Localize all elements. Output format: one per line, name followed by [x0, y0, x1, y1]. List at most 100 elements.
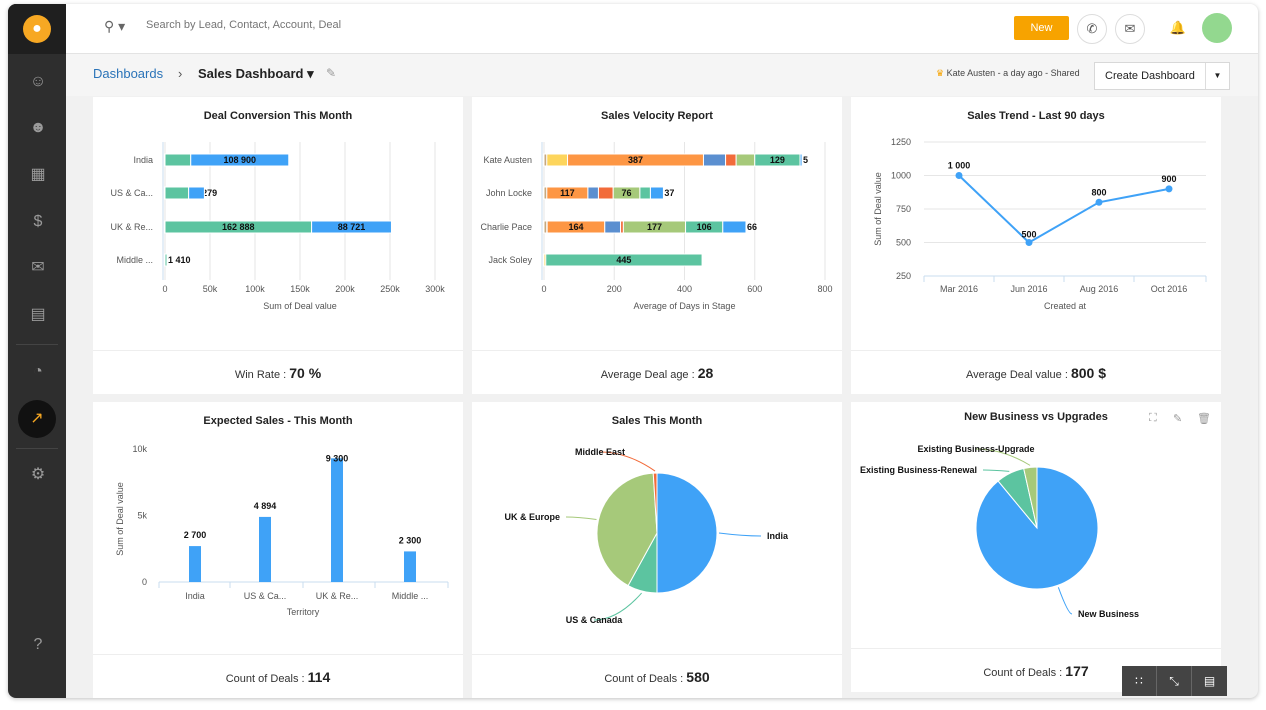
pie-slice — [652, 472, 658, 534]
y-tick-label: US & Ca... — [110, 188, 153, 198]
x-tick-label: US & Ca... — [244, 591, 287, 601]
bar-segment — [546, 153, 569, 167]
slice-label: India — [767, 531, 789, 541]
data-label: 9 300 — [326, 453, 349, 463]
bell-icon[interactable]: 🔔 — [1169, 20, 1187, 35]
mail-icon[interactable]: ✉ — [1115, 14, 1145, 44]
sidebar-divider — [16, 448, 58, 449]
data-label: 445 — [616, 255, 631, 265]
sidebar-calendar-icon[interactable]: ▤ — [30, 306, 46, 323]
x-tick-label: India — [185, 591, 205, 601]
bar-segment — [735, 153, 756, 167]
sidebar-companies-icon[interactable]: ▦ — [30, 166, 46, 183]
grid-icon[interactable]: ∷ — [1122, 666, 1157, 696]
zoom-icon[interactable]: ⛶ — [1149, 412, 1157, 424]
search-input[interactable] — [146, 19, 546, 31]
shared-info: ♛ Kate Austen - a day ago - Shared — [936, 68, 1080, 79]
card-footer: Average Deal value : 800 $ — [851, 350, 1221, 394]
leader-line — [1057, 587, 1073, 615]
card-footer: Win Rate : 70 % — [93, 350, 463, 394]
sidebar-settings-icon[interactable]: ⚙ — [30, 466, 46, 483]
data-point — [1095, 198, 1103, 206]
sidebar-contacts-icon[interactable]: ☺ — [29, 73, 47, 90]
x-axis-title: Territory — [287, 607, 320, 617]
card-footer: Average Deal age : 28 — [472, 350, 842, 394]
dashboard-card: Sales This Month Count of Deals : 580 Ind… — [472, 402, 842, 698]
breadcrumb-dashboards-link[interactable]: Dashboards — [93, 66, 164, 81]
chevron-right-icon: › — [178, 66, 183, 81]
bar-segment — [725, 153, 737, 167]
footer-label: Average Deal value : — [965, 369, 1071, 381]
x-tick-label: Oct 2016 — [1151, 284, 1188, 294]
card-title: Expected Sales - This Month — [203, 415, 353, 427]
data-point — [1025, 239, 1033, 246]
data-label: 2 700 — [184, 530, 207, 540]
present-icon[interactable]: ▤ — [1192, 666, 1227, 696]
footer-label: Count of Deals : — [983, 667, 1066, 679]
expand-icon[interactable]: ⤡ — [1157, 666, 1192, 696]
search-icon[interactable]: ⚲ ▾ — [104, 18, 126, 34]
pie-slice — [596, 472, 658, 587]
x-tick-label: 600 — [747, 284, 762, 294]
y-tick-label: 0 — [142, 577, 147, 587]
bar — [331, 458, 343, 582]
new-button[interactable]: New — [1014, 16, 1069, 40]
footer-value: 114 — [307, 669, 331, 685]
sidebar-messages-icon[interactable]: ✉ — [31, 259, 45, 276]
slice-label: UK & Europe — [504, 512, 560, 522]
bar — [259, 516, 271, 582]
slice-label: US & Canada — [566, 615, 624, 625]
trash-icon[interactable]: 🗑 — [1197, 413, 1211, 425]
y-axis-title: Sum of Deal value — [873, 172, 883, 246]
sidebar-accounts-icon[interactable]: ☻ — [29, 119, 47, 136]
sidebar-dashboards-icon[interactable]: ↗ — [18, 400, 56, 438]
data-label: 900 — [1161, 174, 1176, 184]
x-tick-label: 300k — [425, 284, 445, 294]
bar-segment — [597, 186, 614, 200]
dashboard-card: Deal Conversion This Month Win Rate : 70… — [93, 97, 463, 394]
footer-value: 177 — [1065, 663, 1089, 679]
footer-value: 580 — [686, 669, 710, 685]
create-dashboard-button[interactable]: Create Dashboard ▼ — [1094, 62, 1230, 90]
sidebar-deals-icon[interactable]: $ — [33, 213, 43, 230]
x-axis-title: Average of Days in Stage — [634, 301, 736, 311]
leader-line — [593, 592, 642, 621]
footer-value: 800 $ — [1070, 365, 1107, 381]
chart-svg: New Business Existing Business-Renewal Exi… — [860, 444, 1139, 619]
x-tick-label: Jun 2016 — [1010, 284, 1047, 294]
y-axis-title: Sum of Deal value — [115, 482, 125, 556]
sidebar-reports-icon[interactable]: ◔ — [33, 363, 43, 380]
edit-icon[interactable]: ✎ — [1173, 413, 1183, 425]
avatar[interactable] — [1202, 13, 1232, 43]
data-label: 76 — [622, 188, 632, 198]
chevron-down-icon[interactable]: ▼ — [1205, 63, 1229, 89]
logo-icon: ● — [23, 15, 51, 43]
bar-segment — [188, 186, 205, 200]
x-axis-title: Sum of Deal value — [263, 301, 337, 311]
x-tick-label: UK & Re... — [316, 591, 359, 601]
card-title: Deal Conversion This Month — [203, 110, 353, 122]
card-footer: Count of Deals : 114 — [93, 654, 463, 698]
y-tick-label: Charlie Pace — [480, 222, 532, 232]
bar-segment — [164, 153, 192, 167]
pie-slice — [1023, 466, 1038, 529]
edit-icon[interactable]: ✎ — [326, 66, 337, 80]
data-point — [955, 172, 963, 179]
app-logo[interactable]: ● — [8, 4, 66, 54]
x-tick-label: Mar 2016 — [940, 284, 978, 294]
x-tick-label: Aug 2016 — [1080, 284, 1119, 294]
dashboard-selector[interactable]: Sales Dashboard ▾ — [198, 66, 314, 81]
x-tick-label: 50k — [203, 284, 218, 294]
data-label: 66 — [747, 222, 757, 232]
y-tick-label: Middle ... — [116, 255, 153, 265]
data-label: 162 888 — [222, 222, 255, 232]
y-tick-label: 1000 — [891, 171, 911, 181]
bar-segment — [311, 220, 392, 234]
sidebar-help-icon[interactable]: ? — [33, 636, 43, 653]
footer-label: Count of Deals : — [225, 673, 308, 685]
chart-svg: 0 200 400 600 800 Average of Days in Stage Kat… — [480, 142, 833, 311]
data-label: 1 410 — [168, 255, 191, 265]
chart-svg: 250 500 750 1000 1250 Mar 2016 Jun 2016 Aug 201… — [873, 137, 1207, 311]
phone-icon[interactable]: ✆ — [1077, 14, 1107, 44]
card-title: Sales Velocity Report — [601, 110, 713, 122]
